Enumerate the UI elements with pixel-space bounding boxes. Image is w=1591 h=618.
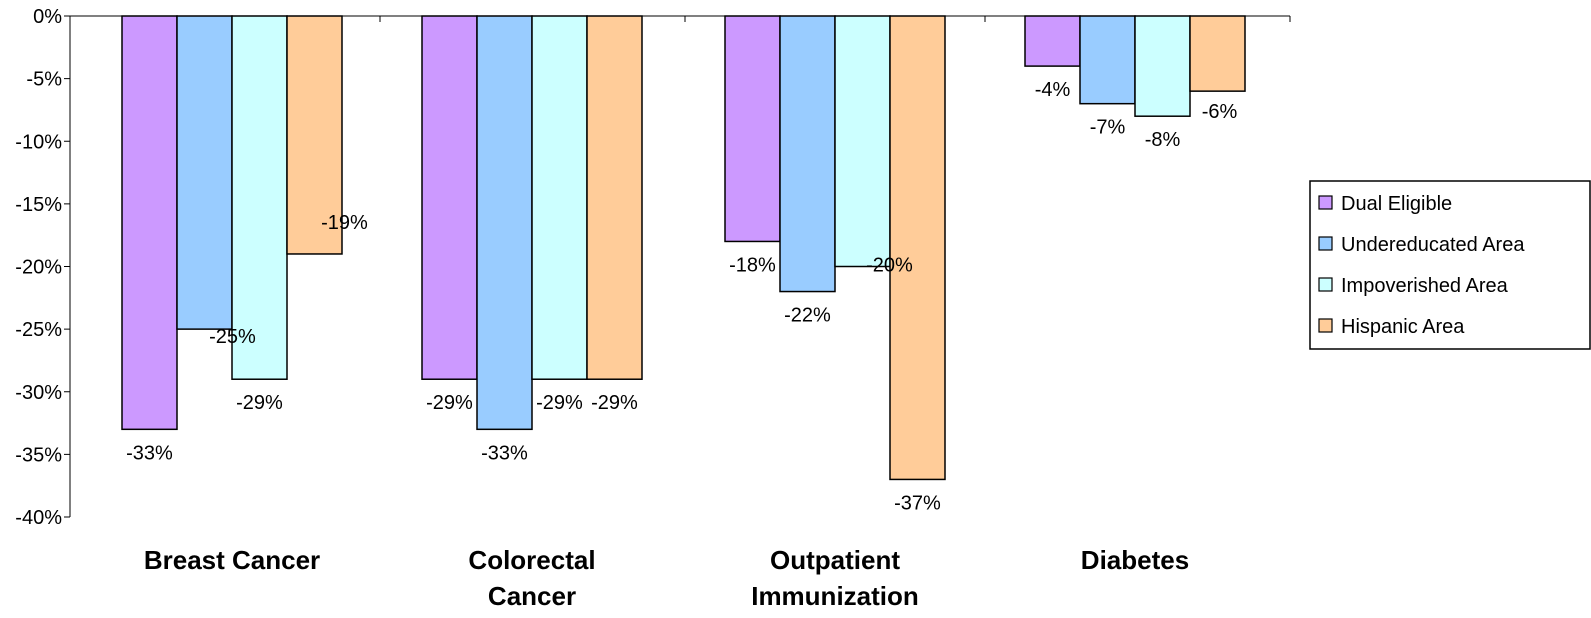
data-label: -7%: [1090, 117, 1126, 139]
legend-swatch: [1318, 236, 1333, 251]
legend-label: Undereducated Area: [1341, 234, 1525, 256]
legend-label: Hispanic Area: [1341, 316, 1465, 338]
y-tick-label: -10%: [15, 131, 62, 153]
bar-hispanic-area: [889, 15, 946, 481]
legend: Dual Eligible Undereducated Area Impoveris…: [1309, 180, 1591, 350]
bar-hispanic-area: [586, 15, 643, 380]
category-label: Colorectal Cancer: [468, 545, 595, 611]
category-labels: Breast Cancer Colorectal Cancer Outpatient I…: [144, 545, 1189, 611]
category-label: Breast Cancer: [144, 545, 320, 575]
bar-undereducated-area: [779, 15, 836, 293]
legend-swatch: [1318, 277, 1333, 292]
bar-undereducated-area: [176, 15, 233, 330]
y-tick-label: 0%: [33, 6, 62, 28]
data-label: -20%: [866, 255, 913, 277]
bar-hispanic-area: [1189, 15, 1246, 92]
bar-impoverished-area: [531, 15, 588, 380]
bar-impoverished-area: [834, 15, 891, 268]
y-tick-label: -5%: [26, 69, 62, 91]
legend-label: Dual Eligible: [1341, 193, 1452, 215]
data-label: -29%: [591, 392, 638, 414]
data-label: -8%: [1145, 129, 1181, 151]
bars: [121, 15, 1246, 481]
data-label: -6%: [1202, 101, 1238, 123]
data-label: -33%: [126, 442, 173, 464]
data-labels: -33% -25% -29% -19% -29% -33% -29% -29% -18% -22%…: [126, 79, 1237, 514]
bar-dual-eligible: [1024, 15, 1081, 67]
y-tick-label: -25%: [15, 319, 62, 341]
legend-label: Impoverished Area: [1341, 275, 1509, 297]
bar-undereducated-area: [476, 15, 533, 431]
legend-swatch: [1318, 318, 1333, 333]
data-label: -19%: [321, 212, 368, 234]
bar-hispanic-area: [286, 15, 343, 255]
data-label: -18%: [729, 254, 776, 276]
y-tick-label: -15%: [15, 194, 62, 216]
bar-undereducated-area: [1079, 15, 1136, 105]
data-label: -29%: [426, 392, 473, 414]
data-label: -25%: [209, 326, 256, 348]
y-axis: 0% -5% -10% -15% -20% -25% -30% -35% -40%: [15, 6, 71, 529]
data-label: -29%: [536, 392, 583, 414]
y-tick-label: -30%: [15, 382, 62, 404]
data-label: -33%: [481, 442, 528, 464]
data-label: -37%: [894, 492, 941, 514]
bar-dual-eligible: [121, 15, 178, 431]
legend-box: [1309, 180, 1591, 350]
bar-impoverished-area: [1134, 15, 1191, 117]
legend-swatch: [1318, 195, 1333, 210]
y-tick-label: -20%: [15, 257, 62, 279]
y-tick-label: -35%: [15, 444, 62, 466]
data-label: -22%: [784, 305, 831, 327]
category-label: Outpatient Immunization: [751, 545, 919, 611]
category-label: Diabetes: [1081, 545, 1189, 575]
data-label: -4%: [1035, 79, 1071, 101]
y-tick-label: -40%: [15, 507, 62, 529]
data-label: -29%: [236, 392, 283, 414]
bar-dual-eligible: [421, 15, 478, 380]
bar-dual-eligible: [724, 15, 781, 243]
bar-impoverished-area: [231, 15, 288, 380]
